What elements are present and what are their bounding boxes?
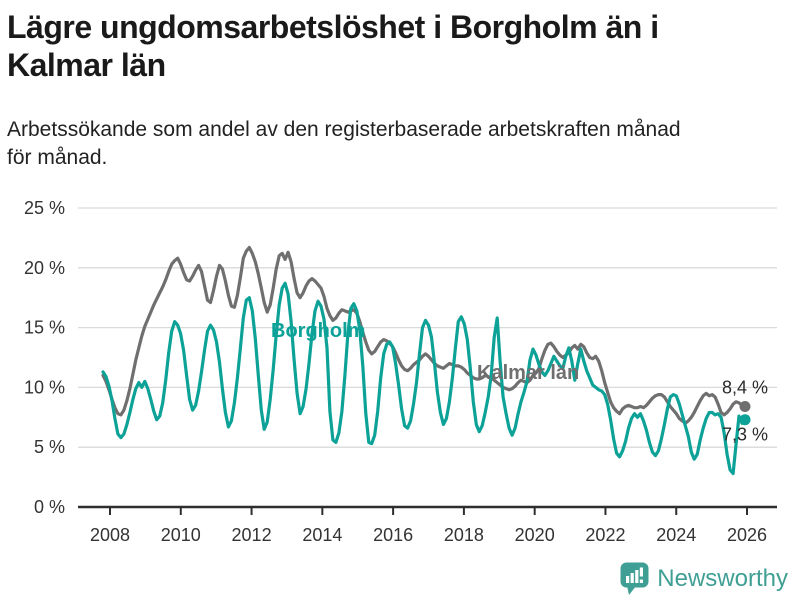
latest-value-kalmar-län: 8,4 % [722,378,768,398]
x-axis-label-2018: 2018 [444,525,484,545]
x-axis-label-2020: 2020 [515,525,555,545]
y-axis-label-5: 5 % [34,437,65,457]
y-axis-label-0: 0 % [34,497,65,517]
newsworthy-wordmark: Newsworthy [657,565,788,592]
end-dot-borgholm [739,414,751,426]
y-axis-label-10: 10 % [24,377,65,397]
series-label-kalmar-län: Kalmar län [477,362,579,384]
latest-value-borgholm: 7,3 % [722,425,768,445]
x-axis-label-2026: 2026 [727,525,767,545]
series-label-borgholm: Borgholm [271,320,365,342]
newsworthy-logo[interactable]: Newsworthy [620,562,788,596]
end-dot-kalmar-län [739,401,751,413]
x-axis-label-2016: 2016 [373,525,413,545]
series-line-borgholm [101,281,747,476]
x-axis-label-2008: 2008 [90,525,130,545]
x-axis-label-2022: 2022 [585,525,625,545]
x-axis-label-2010: 2010 [161,525,201,545]
y-axis-label-15: 15 % [24,318,65,338]
y-axis-label-20: 20 % [24,258,65,278]
chart-title-line2: Kalmar län [7,47,166,83]
x-axis-label-2014: 2014 [302,525,342,545]
x-axis-label-2024: 2024 [656,525,696,545]
series-line-kalmar-län [101,245,747,425]
x-axis-label-2012: 2012 [232,525,272,545]
y-axis-label-25: 25 % [24,198,65,218]
chart-title-line1: Lägre ungdomsarbetslöshet i Borgholm än … [7,9,659,45]
chart-title: Lägre ungdomsarbetslöshet i Borgholm än … [7,8,659,84]
chart-subtitle-line1: Arbetssökande som andel av den registerb… [7,118,681,141]
chart-subtitle-line2: för månad. [7,146,108,169]
newsworthy-bubble-icon [620,562,649,595]
chart-subtitle: Arbetssökande som andel av den registerb… [7,116,681,172]
